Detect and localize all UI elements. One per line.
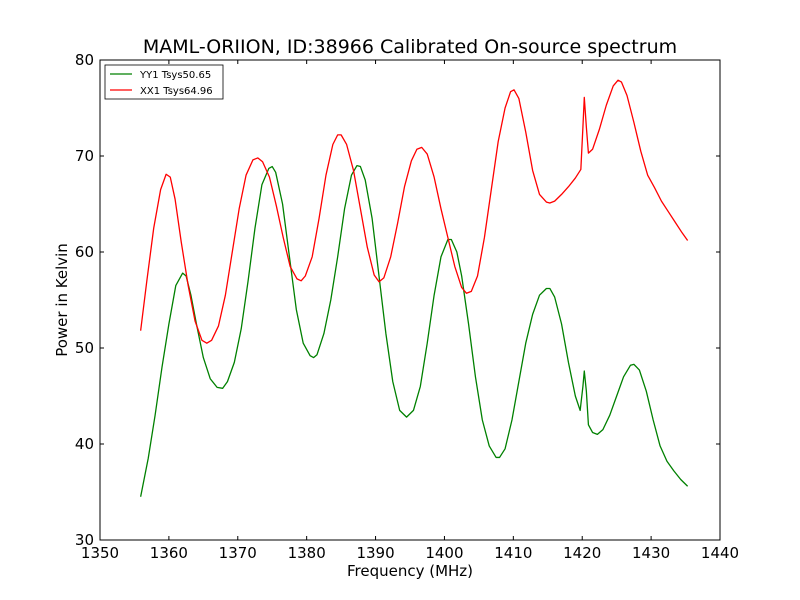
x-tick-label: 1350 bbox=[81, 544, 119, 562]
x-tick-label: 1390 bbox=[356, 544, 394, 562]
legend: YY1 Tsys50.65 XX1 Tsys64.96 bbox=[104, 64, 224, 100]
y-tick-label: 80 bbox=[75, 51, 94, 69]
plot-area bbox=[100, 60, 720, 540]
y-tick-label: 30 bbox=[75, 531, 94, 549]
y-tick-label: 40 bbox=[75, 435, 94, 453]
x-tick-label: 1400 bbox=[425, 544, 463, 562]
x-axis-label: Frequency (MHz) bbox=[347, 562, 473, 580]
x-tick-label: 1370 bbox=[219, 544, 257, 562]
plot-border bbox=[99, 59, 721, 541]
y-tick-label: 70 bbox=[75, 147, 94, 165]
chart-title: MAML-ORIION, ID:38966 Calibrated On-sour… bbox=[143, 36, 677, 58]
y-axis: 30 40 50 60 70 80 bbox=[75, 51, 720, 549]
x-tick-label: 1440 bbox=[701, 544, 739, 562]
legend-box bbox=[104, 64, 224, 100]
series-line-xx1 bbox=[139, 79, 689, 344]
x-tick-label: 1380 bbox=[288, 544, 326, 562]
series-line-yy1 bbox=[140, 164, 689, 497]
legend-label-xx1: XX1 Tsys64.96 bbox=[140, 86, 213, 97]
legend-label-yy1: YY1 Tsys50.65 bbox=[139, 70, 211, 81]
y-tick-label: 50 bbox=[75, 339, 94, 357]
series-layer bbox=[139, 79, 689, 497]
x-tick-label: 1420 bbox=[563, 544, 601, 562]
x-axis: 1350 1360 1370 1380 1390 1400 1410 1420 1430 1440 bbox=[81, 60, 739, 562]
x-tick-label: 1430 bbox=[632, 544, 670, 562]
x-tick-label: 1360 bbox=[150, 544, 188, 562]
x-tick-label: 1410 bbox=[494, 544, 532, 562]
y-axis-label: Power in Kelvin bbox=[53, 243, 71, 357]
y-tick-label: 60 bbox=[75, 243, 94, 261]
